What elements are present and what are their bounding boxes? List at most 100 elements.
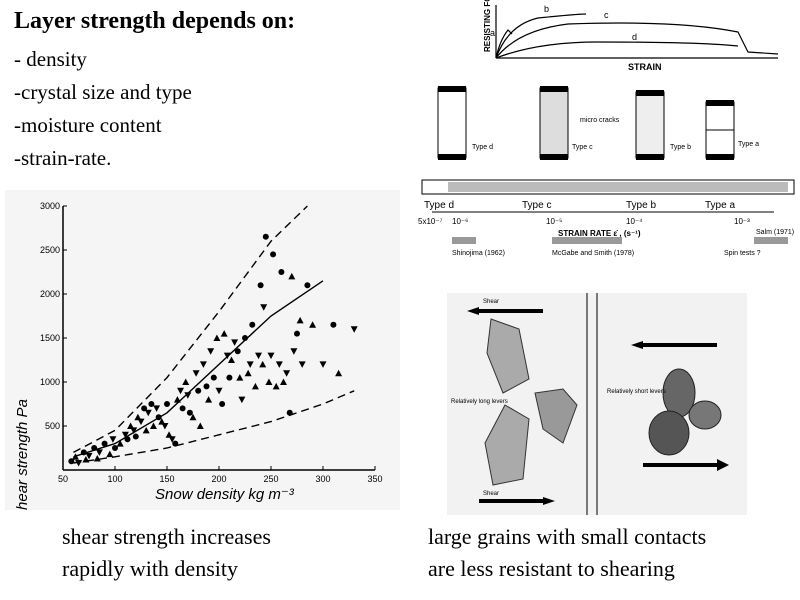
data-point xyxy=(75,459,83,467)
specimen-type-c: Type c micro cracks xyxy=(539,86,620,160)
grain-short-side xyxy=(688,400,722,430)
factor-moisture: -moisture content xyxy=(14,113,162,137)
data-point xyxy=(298,361,306,368)
short-levers-label: Relatively short levers xyxy=(607,389,666,395)
y-tick-label: 2500 xyxy=(40,245,60,255)
data-point xyxy=(244,369,252,377)
data-point xyxy=(220,330,228,337)
left-caption-line2: rapidly with density xyxy=(62,556,238,581)
strain-rate-scale: Type d Type c Type b Type a 5x10⁻⁷ 10⁻⁶ … xyxy=(418,179,795,257)
shear-arrow-bottom-left-shaft xyxy=(479,499,543,503)
data-point xyxy=(137,418,145,426)
data-point xyxy=(186,409,193,416)
data-point xyxy=(85,452,93,460)
specimen-type-b: Type b xyxy=(635,90,691,160)
y-axis-label: Shear strength Pa xyxy=(14,399,31,510)
data-point xyxy=(93,455,101,462)
data-point xyxy=(153,405,161,412)
data-point xyxy=(82,455,90,463)
data-point xyxy=(231,339,239,346)
data-point xyxy=(134,413,142,421)
right-caption: large grains with small contacts are les… xyxy=(428,521,706,585)
data-point xyxy=(304,282,311,289)
left-caption-line1: shear strength increases xyxy=(62,524,271,549)
data-point xyxy=(267,352,275,360)
band-label-c: Type c xyxy=(522,200,551,211)
data-point xyxy=(223,352,231,360)
grain-short-lower xyxy=(648,410,690,456)
data-point xyxy=(116,440,124,447)
data-point xyxy=(286,409,293,416)
data-point xyxy=(309,321,317,328)
data-point xyxy=(109,436,117,443)
data-point xyxy=(251,382,259,390)
resisting-force-plot: RESISTING FORCE STRAIN a b c d xyxy=(483,0,779,72)
data-point xyxy=(95,449,103,456)
data-point xyxy=(184,392,192,399)
data-point xyxy=(112,445,118,451)
data-point xyxy=(294,330,300,337)
data-point xyxy=(161,423,169,430)
band-label-a: Type a xyxy=(705,200,735,211)
factor-strain-rate: -strain-rate. xyxy=(14,146,112,170)
data-point xyxy=(234,348,241,355)
data-point xyxy=(265,378,273,385)
data-point xyxy=(227,356,235,363)
data-point xyxy=(319,361,327,368)
data-point xyxy=(260,304,268,311)
study-shinojima: Shinojima (1962) xyxy=(452,250,505,257)
data-point xyxy=(199,361,207,368)
x-tick-label: 100 xyxy=(107,474,122,484)
data-point xyxy=(226,374,233,381)
x-tick-label: 200 xyxy=(211,474,226,484)
x-tick-label: 300 xyxy=(315,474,330,484)
study-bar-mcgabe xyxy=(552,237,622,244)
study-spin-tests: Spin tests ? xyxy=(724,250,761,257)
data-point xyxy=(238,396,246,404)
data-point xyxy=(259,360,267,368)
data-point xyxy=(210,374,217,381)
data-point xyxy=(195,387,202,394)
x-tick-label: 150 xyxy=(159,474,174,484)
data-point xyxy=(173,396,181,403)
data-point xyxy=(335,369,343,377)
tick-1e-5: 10⁻⁵ xyxy=(546,217,562,226)
micro-cracks-label: micro cracks xyxy=(580,117,620,124)
data-point xyxy=(177,387,185,395)
data-point xyxy=(71,453,79,460)
data-point xyxy=(196,422,204,429)
data-point xyxy=(165,431,173,438)
left-caption: shear strength increases rapidly with de… xyxy=(62,521,271,585)
data-point xyxy=(189,413,197,421)
data-point xyxy=(255,352,263,360)
data-point xyxy=(158,418,166,425)
data-point xyxy=(149,422,157,429)
x-tick-label: 250 xyxy=(263,474,278,484)
band-label-b: Type b xyxy=(626,200,656,211)
data-point xyxy=(270,251,277,258)
data-point xyxy=(101,440,108,447)
data-point xyxy=(330,321,337,328)
data-point xyxy=(283,370,291,377)
data-point xyxy=(288,272,296,280)
shear-label-bottom: Shear xyxy=(483,491,499,497)
x-tick-label: 350 xyxy=(367,474,382,484)
shear-arrow-top-left xyxy=(467,307,479,315)
data-point xyxy=(207,348,215,355)
specimen-type-a: Type a xyxy=(705,100,759,160)
data-point xyxy=(91,445,98,451)
y-tick-label: 1000 xyxy=(40,377,60,387)
data-point xyxy=(144,409,152,417)
data-point xyxy=(127,422,135,429)
data-point xyxy=(121,431,129,439)
band-label-d: Type d xyxy=(424,200,454,211)
shear-strength-chart: 50 100 150 200 250 300 350 500 1000 1500 2000 2500 3… xyxy=(14,201,383,510)
shear-label-top: Shear xyxy=(483,299,499,305)
x-axis-label: Snow density kg m⁻³ xyxy=(155,486,295,503)
tick-1e-3: 10⁻³ xyxy=(734,217,750,226)
data-point xyxy=(80,449,87,456)
specimen-type-d: Type d xyxy=(437,86,493,160)
tick-5e-7: 5x10⁻⁷ xyxy=(418,217,443,226)
curve-label-a: a xyxy=(490,28,495,38)
data-point xyxy=(350,326,358,333)
